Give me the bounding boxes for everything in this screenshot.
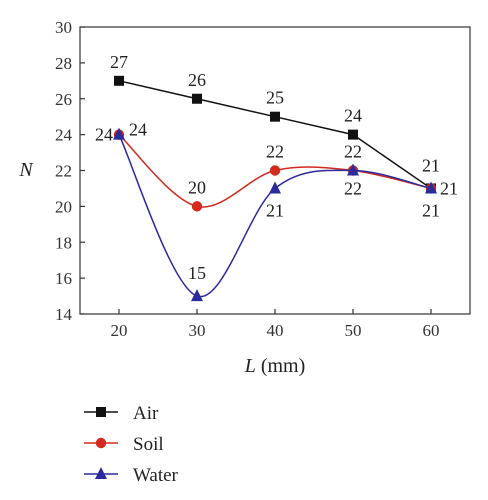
y-tick-label: 14 bbox=[55, 305, 73, 324]
data-label-water: 21 bbox=[266, 200, 284, 220]
data-label-soil: 24 bbox=[95, 125, 113, 145]
legend-label-soil: Soil bbox=[133, 434, 164, 455]
data-label-air: 26 bbox=[188, 70, 206, 90]
data-label-soil: 22 bbox=[344, 142, 362, 162]
data-label-water: 22 bbox=[344, 179, 362, 199]
data-label-soil: 22 bbox=[266, 142, 284, 162]
data-point-water bbox=[269, 181, 281, 194]
x-tick-label: 50 bbox=[345, 321, 362, 340]
y-tick-label: 26 bbox=[55, 90, 72, 109]
data-point-air bbox=[114, 75, 124, 86]
x-tick-label: 30 bbox=[189, 321, 206, 340]
legend-item-soil: Soil bbox=[84, 434, 164, 455]
data-label-air: 25 bbox=[266, 88, 284, 108]
data-label-air: 24 bbox=[344, 106, 362, 126]
legend: Air Soil Water bbox=[84, 403, 179, 486]
y-tick-label: 20 bbox=[55, 197, 72, 216]
data-point-air bbox=[270, 111, 280, 122]
x-tick-label: 40 bbox=[267, 321, 284, 340]
x-axis-title-variable: L bbox=[244, 355, 256, 377]
y-tick-label: 30 bbox=[55, 18, 72, 37]
legend-label-air: Air bbox=[133, 403, 159, 424]
data-label-water: 15 bbox=[188, 263, 206, 283]
data-label-air: 21 bbox=[422, 155, 440, 175]
data-point-soil bbox=[269, 165, 281, 176]
y-tick-label: 18 bbox=[55, 233, 72, 252]
y-axis-title: N bbox=[18, 159, 34, 181]
data-point-soil bbox=[191, 201, 203, 212]
data-point-air bbox=[348, 129, 358, 140]
data-point-water bbox=[113, 127, 125, 140]
y-tick-label: 24 bbox=[55, 126, 73, 145]
data-label-water: 21 bbox=[422, 200, 440, 220]
data-label-soil: 21 bbox=[440, 178, 458, 198]
x-tick-label: 60 bbox=[423, 321, 440, 340]
data-point-water bbox=[347, 163, 359, 176]
y-tick-label: 22 bbox=[55, 162, 72, 181]
data-label-air: 27 bbox=[110, 52, 128, 72]
data-point-water bbox=[191, 289, 203, 302]
x-axis-title: L (mm) bbox=[244, 355, 306, 377]
series-line-water bbox=[118, 134, 432, 298]
data-label-water: 24 bbox=[129, 120, 147, 140]
x-axis-title-unit: (mm) bbox=[256, 355, 305, 377]
data-point-water bbox=[425, 181, 437, 194]
x-tick-label: 20 bbox=[111, 321, 128, 340]
y-tick-label: 16 bbox=[55, 269, 72, 288]
data-point-air bbox=[192, 93, 202, 104]
legend-item-air: Air bbox=[84, 403, 159, 424]
legend-item-water: Water bbox=[84, 465, 179, 486]
y-tick-label: 28 bbox=[55, 54, 72, 73]
data-label-soil: 20 bbox=[188, 177, 206, 197]
legend-label-water: Water bbox=[133, 465, 179, 486]
